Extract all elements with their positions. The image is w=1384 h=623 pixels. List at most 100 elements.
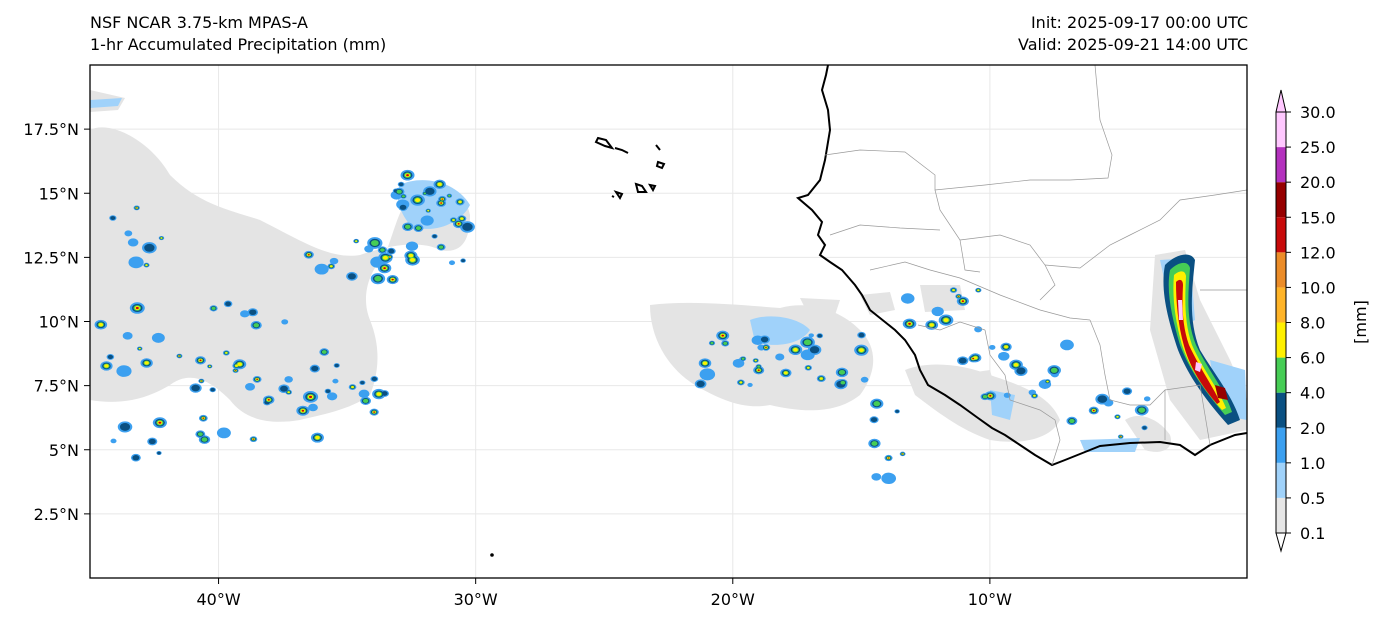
precip-light-areas: [90, 90, 1247, 452]
rain-cell: [760, 336, 769, 343]
lat-tick-label: 17.5°N: [23, 120, 79, 139]
title-block-right: Init: 2025-09-17 00:00 UTC Valid: 2025-0…: [1018, 12, 1248, 56]
squall-line: [1163, 254, 1240, 425]
rain-cell: [1050, 367, 1058, 373]
rain-cell: [405, 241, 419, 251]
colorbar-segment: [1276, 322, 1286, 358]
rain-cell: [325, 389, 331, 393]
lat-tick-label: 5°N: [49, 441, 79, 460]
lat-tick-label: 10°N: [39, 313, 79, 332]
rain-cell: [287, 391, 290, 394]
rain-cell: [311, 365, 319, 372]
rain-cell: [371, 240, 379, 246]
island-marker: [490, 553, 494, 557]
colorbar-segment: [1276, 462, 1286, 498]
rain-cell: [1033, 394, 1036, 397]
colorbar-segment: [1276, 252, 1286, 288]
colorbar-segment: [1276, 392, 1286, 428]
colorbar-segment: [1276, 217, 1286, 253]
rain-cell: [420, 215, 434, 226]
rain-cell: [211, 306, 216, 310]
rain-cell: [895, 409, 900, 413]
colorbar-level-label: 0.5: [1300, 489, 1325, 508]
lon-tick-label: 10°W: [968, 590, 1012, 609]
rain-cell: [793, 347, 798, 352]
rain-cell: [355, 240, 358, 242]
rain-cell: [461, 259, 466, 263]
rain-cell: [817, 333, 823, 338]
rain-cell: [284, 376, 293, 383]
lon-tick-label: 40°W: [196, 590, 240, 609]
colorbar-level-label: 25.0: [1300, 138, 1336, 157]
field-title: 1-hr Accumulated Precipitation (mm): [90, 35, 387, 54]
rain-cell: [321, 350, 327, 354]
rain-cell: [315, 435, 320, 440]
rain-cell: [974, 326, 983, 333]
colorbar-segment: [1276, 147, 1286, 183]
rain-cell: [240, 310, 250, 318]
rain-cell: [235, 364, 238, 367]
rain-cell: [1143, 396, 1151, 402]
rain-cell: [998, 351, 1010, 361]
title-block-left: NSF NCAR 3.75-km MPAS-A 1-hr Accumulated…: [90, 12, 386, 56]
rain-cell: [1120, 436, 1122, 438]
rain-cell: [696, 380, 705, 388]
rain-cell: [383, 267, 386, 270]
rain-cell: [741, 357, 745, 360]
rain-cell: [382, 255, 388, 260]
rain-cell: [116, 365, 132, 377]
rain-cell: [128, 256, 144, 269]
rain-cell: [448, 260, 456, 266]
rain-cell: [458, 200, 462, 204]
rain-cell: [989, 344, 996, 350]
rain-cell: [702, 361, 708, 365]
rain-cell: [873, 401, 881, 407]
rain-cell: [425, 187, 435, 195]
country-borders: [824, 65, 1247, 466]
colorbar: 0.1 0.5 1.0 2.0 4.0 6.0 8.0 10.0 12.0 15.0 20.0 25.…: [1275, 89, 1336, 553]
rain-cell: [157, 451, 161, 455]
colorbar-extend-min: [1275, 532, 1287, 553]
rain-cell: [371, 376, 378, 382]
rain-cell: [989, 394, 992, 397]
rain-cell: [858, 332, 865, 338]
rain-cell: [351, 386, 354, 389]
rain-cell: [710, 341, 714, 345]
precip-green-cells: [97, 172, 1146, 460]
rain-cell: [809, 346, 820, 354]
colorbar-level-label: 4.0: [1300, 384, 1325, 403]
rain-cell: [757, 369, 760, 372]
lat-tick-label: 7.5°N: [34, 377, 79, 396]
colorbar-level-label: 1.0: [1300, 454, 1325, 473]
lat-tick-label: 2.5°N: [34, 505, 79, 524]
coastlines: [594, 65, 1247, 467]
rain-cell: [1092, 409, 1095, 412]
rain-cell: [427, 209, 430, 212]
colorbar-level-label: 8.0: [1300, 314, 1325, 333]
rain-cell: [373, 411, 376, 413]
colorbar-segment: [1276, 497, 1286, 533]
rain-cell: [958, 357, 967, 364]
rain-cell: [160, 237, 163, 239]
rain-cell: [1123, 388, 1131, 394]
rain-cell: [376, 392, 382, 396]
rain-cell: [225, 351, 228, 354]
rain-cell: [721, 334, 725, 337]
rain-cell: [216, 427, 231, 439]
rain-cell: [900, 293, 915, 304]
rain-cell: [124, 230, 133, 237]
rain-cell: [858, 348, 864, 353]
rain-cell: [415, 198, 421, 203]
rain-cell: [326, 392, 338, 401]
colorbar-unit-label: [mm]: [1351, 300, 1370, 344]
rain-cell: [1097, 395, 1108, 403]
rain-cell: [399, 204, 407, 210]
colorbar-segment: [1276, 427, 1286, 463]
rain-cell: [1004, 345, 1009, 349]
rain-cell: [199, 359, 202, 362]
rain-cell: [388, 248, 395, 254]
rain-cell: [783, 371, 788, 375]
colorbar-extend-max: [1275, 89, 1287, 113]
rain-cell: [438, 245, 444, 249]
